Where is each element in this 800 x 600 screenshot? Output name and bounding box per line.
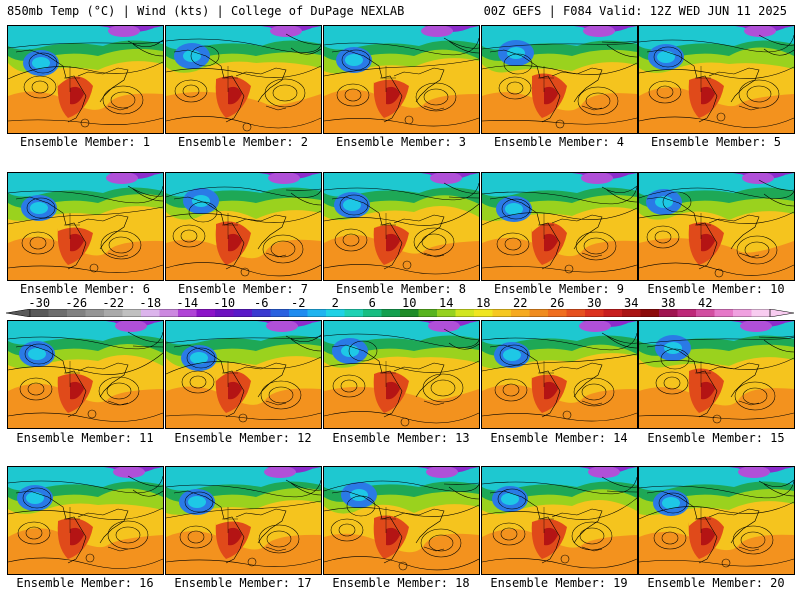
ensemble-member-map [7,25,164,134]
ensemble-member-label: Ensemble Member: 6 [19,282,151,296]
ensemble-member-label: Ensemble Member: 4 [493,135,625,149]
ensemble-member-map [481,25,638,134]
colorbar-tick-label: 26 [550,296,565,310]
temperature-colorbar [6,309,794,317]
ensemble-member-label: Ensemble Member: 8 [335,282,467,296]
colorbar-tick-label: -18 [139,296,162,310]
colorbar-tick-label: -22 [102,296,125,310]
colorbar-tick-label: 34 [624,296,639,310]
colorbar-tick-label: -14 [176,296,199,310]
ensemble-member-label: Ensemble Member: 9 [493,282,625,296]
ensemble-member-label: Ensemble Member: 16 [16,576,154,590]
ensemble-member-map [323,320,480,429]
colorbar-tick-label: -10 [213,296,236,310]
ensemble-member-label: Ensemble Member: 18 [332,576,470,590]
ensemble-member-map [7,320,164,429]
ensemble-member-map [165,466,322,575]
ensemble-member-map [638,320,795,429]
ensemble-member-map [165,172,322,281]
ensemble-member-map [7,466,164,575]
ensemble-member-label: Ensemble Member: 10 [647,282,785,296]
ensemble-member-label: Ensemble Member: 12 [174,431,312,445]
ensemble-member-label: Ensemble Member: 20 [647,576,785,590]
colorbar-tick-label: 38 [661,296,676,310]
ensemble-member-map [165,320,322,429]
ensemble-member-label: Ensemble Member: 1 [19,135,151,149]
ensemble-member-label: Ensemble Member: 15 [647,431,785,445]
colorbar-tick-label: 14 [439,296,454,310]
ensemble-member-map [638,25,795,134]
colorbar-tick-label: -30 [28,296,51,310]
colorbar-tick-label: -26 [65,296,88,310]
colorbar-tick-label: 22 [513,296,528,310]
colorbar-tick-label: 42 [698,296,713,310]
ensemble-member-map [481,172,638,281]
ensemble-member-label: Ensemble Member: 14 [490,431,628,445]
ensemble-member-map [323,172,480,281]
ensemble-member-map [481,320,638,429]
colorbar-tick-label: 10 [402,296,417,310]
ensemble-member-map [7,172,164,281]
colorbar-tick-label: -6 [254,296,269,310]
colorbar-tick-label: -2 [291,296,306,310]
ensemble-member-map [323,25,480,134]
ensemble-member-label: Ensemble Member: 2 [177,135,309,149]
ensemble-member-map [481,466,638,575]
ensemble-member-label: Ensemble Member: 13 [332,431,470,445]
ensemble-member-label: Ensemble Member: 3 [335,135,467,149]
ensemble-member-label: Ensemble Member: 11 [16,431,154,445]
ensemble-member-map [323,466,480,575]
colorbar-tick-label: 30 [587,296,602,310]
ensemble-member-map [638,172,795,281]
ensemble-member-label: Ensemble Member: 7 [177,282,309,296]
ensemble-member-map [165,25,322,134]
ensemble-member-label: Ensemble Member: 19 [490,576,628,590]
colorbar-tick-label: 2 [331,296,339,310]
ensemble-member-label: Ensemble Member: 5 [650,135,782,149]
run-valid-time: 00Z GEFS | F084 Valid: 12Z WED JUN 11 20… [483,4,787,18]
map-title: 850mb Temp (°C) | Wind (kts) | College o… [7,4,405,18]
colorbar-tick-label: 6 [368,296,376,310]
ensemble-member-map [638,466,795,575]
ensemble-member-label: Ensemble Member: 17 [174,576,312,590]
colorbar-tick-label: 18 [476,296,491,310]
colorbar-graphic [6,309,794,317]
